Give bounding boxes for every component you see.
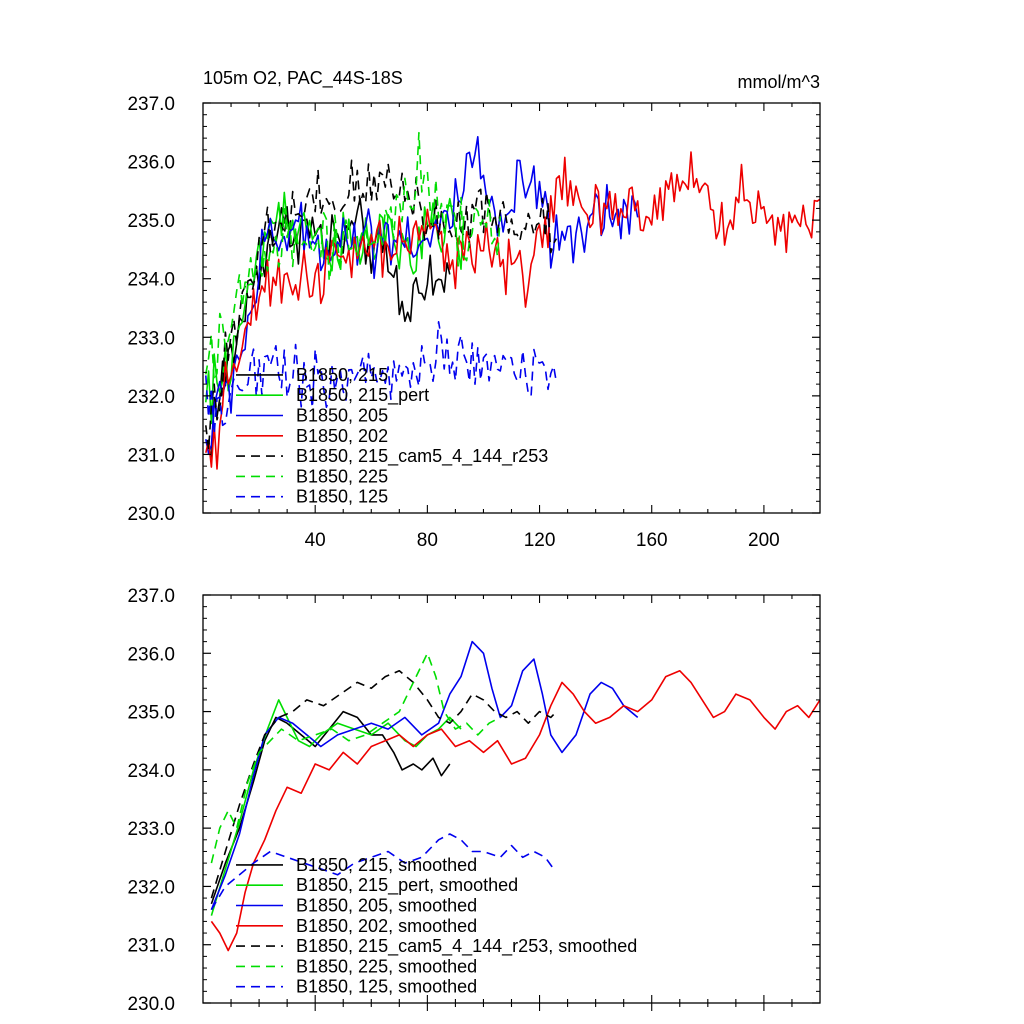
top-chart-title: 105m O2, PAC_44S-18S — [203, 68, 403, 89]
series-line — [205, 321, 558, 435]
series-line — [205, 159, 558, 451]
plot-area — [210, 640, 820, 952]
y-tick-label: 234.0 — [127, 270, 175, 291]
series-line — [205, 151, 820, 470]
legend-label: B1850, 125, smoothed — [296, 977, 477, 997]
bottom-chart: 230.0 231.0 232.0 233.0 234.0 235.0 236.0 237.0… — [127, 586, 821, 1015]
legend-label: B1850, 215_pert — [296, 385, 429, 406]
legend-label: B1850, 215_pert, smoothed — [296, 875, 518, 896]
series-line — [210, 670, 820, 952]
series-line — [210, 670, 557, 899]
series-line — [210, 652, 501, 864]
legend-label: B1850, 215_cam5_4_144_r253 — [296, 446, 548, 467]
top-chart-units: mmol/m^3 — [738, 72, 820, 92]
series-line — [210, 833, 555, 911]
x-tick-label: 80 — [417, 530, 438, 551]
y-tick-label: 232.0 — [127, 877, 175, 898]
legend-label: B1850, 225, smoothed — [296, 956, 477, 976]
x-tick-label: 120 — [524, 530, 556, 551]
legend-label: B1850, 215, smoothed — [296, 855, 477, 875]
x-tick-label: 160 — [636, 530, 668, 551]
y-tick-label: 233.0 — [127, 328, 175, 349]
y-tick-label: 235.0 — [127, 211, 175, 232]
y-tick-label: 235.0 — [127, 703, 175, 724]
series-line — [210, 640, 639, 910]
y-tick-label: 231.0 — [127, 445, 175, 466]
legend-label: B1850, 202, smoothed — [296, 916, 477, 936]
y-tick-label: 237.0 — [127, 586, 175, 607]
legend-label: B1850, 215 — [296, 365, 388, 385]
legend-label: B1850, 125 — [296, 487, 388, 507]
y-tick-label: 234.0 — [127, 761, 175, 782]
y-tick-label: 236.0 — [127, 153, 175, 174]
y-tick-label: 231.0 — [127, 936, 175, 957]
x-tick-label: 40 — [305, 530, 326, 551]
legend-label: B1850, 205, smoothed — [296, 896, 477, 916]
legend-label: B1850, 202 — [296, 426, 388, 446]
y-tick-label: 232.0 — [127, 387, 175, 408]
y-tick-label: 237.0 — [127, 94, 175, 115]
y-tick-label: 233.0 — [127, 819, 175, 840]
y-tick-label: 230.0 — [127, 504, 175, 525]
legend-label: B1850, 205 — [296, 406, 388, 426]
top-chart: 230.0 231.0 232.0 233.0 234.0 235.0 236.0 237.0… — [127, 94, 821, 551]
plot-area — [205, 131, 820, 470]
x-tick-label: 200 — [748, 530, 780, 551]
y-tick-label: 236.0 — [127, 644, 175, 665]
series-line — [205, 191, 465, 425]
legend-label: B1850, 215_cam5_4_144_r253, smoothed — [296, 936, 637, 957]
y-tick-label: 230.0 — [127, 994, 175, 1015]
legend-label: B1850, 225 — [296, 466, 388, 486]
series-line — [210, 710, 451, 905]
series-line — [205, 131, 502, 382]
series-line — [205, 136, 639, 455]
